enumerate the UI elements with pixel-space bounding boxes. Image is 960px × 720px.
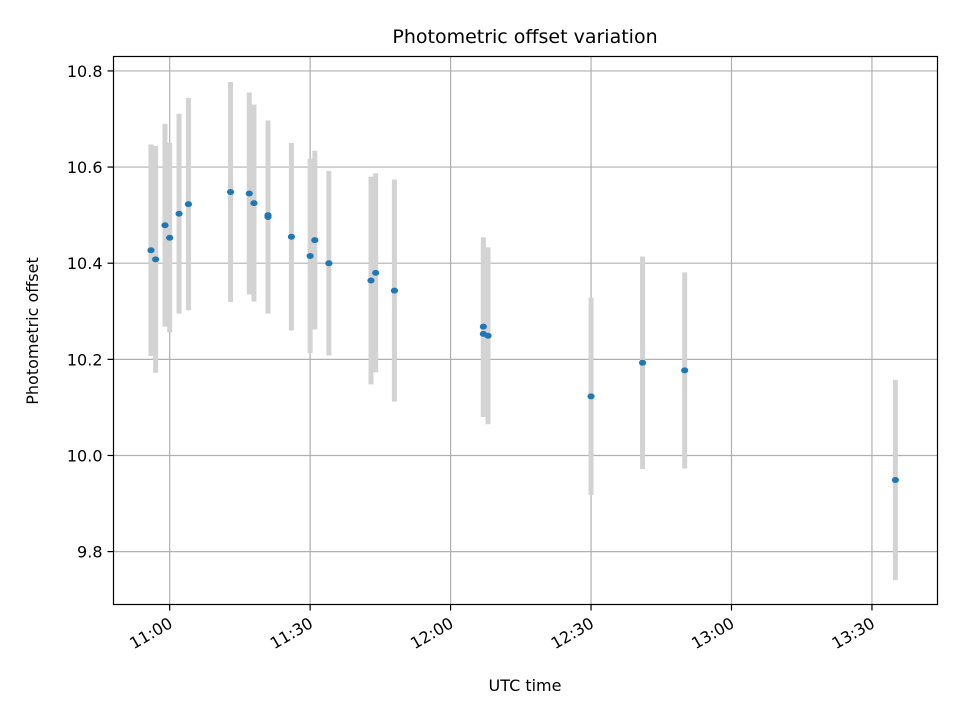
data-point xyxy=(484,332,492,339)
y-tick-label: 10.0 xyxy=(67,446,103,465)
y-tick-label: 9.8 xyxy=(77,543,102,562)
data-point xyxy=(287,233,296,240)
data-point xyxy=(264,212,272,219)
data-point xyxy=(152,256,160,263)
data-point xyxy=(184,201,193,208)
x-axis-label: UTC time xyxy=(489,676,562,695)
data-point xyxy=(372,269,380,276)
y-tick-label: 10.6 xyxy=(67,158,103,177)
data-point xyxy=(166,234,174,241)
data-point xyxy=(245,190,253,197)
data-point xyxy=(161,222,169,229)
data-point xyxy=(311,237,319,244)
y-tick-label: 10.4 xyxy=(67,254,103,273)
data-point xyxy=(306,252,314,259)
data-point xyxy=(638,359,647,366)
data-point xyxy=(390,287,399,294)
chart-title: Photometric offset variation xyxy=(392,26,657,48)
data-point xyxy=(175,210,183,217)
data-point xyxy=(147,247,155,254)
data-point xyxy=(891,476,899,483)
data-point xyxy=(226,189,235,196)
data-point xyxy=(250,200,258,207)
y-axis-label: Photometric offset xyxy=(23,257,42,405)
data-point xyxy=(325,260,333,267)
plot-area-frame xyxy=(112,55,939,606)
data-point xyxy=(587,393,595,400)
data-points xyxy=(147,189,899,483)
data-point xyxy=(367,277,375,284)
y-tick-label: 10.2 xyxy=(67,350,103,369)
data-point xyxy=(681,367,689,374)
y-tick-label: 10.8 xyxy=(67,62,103,81)
data-point xyxy=(479,323,487,330)
